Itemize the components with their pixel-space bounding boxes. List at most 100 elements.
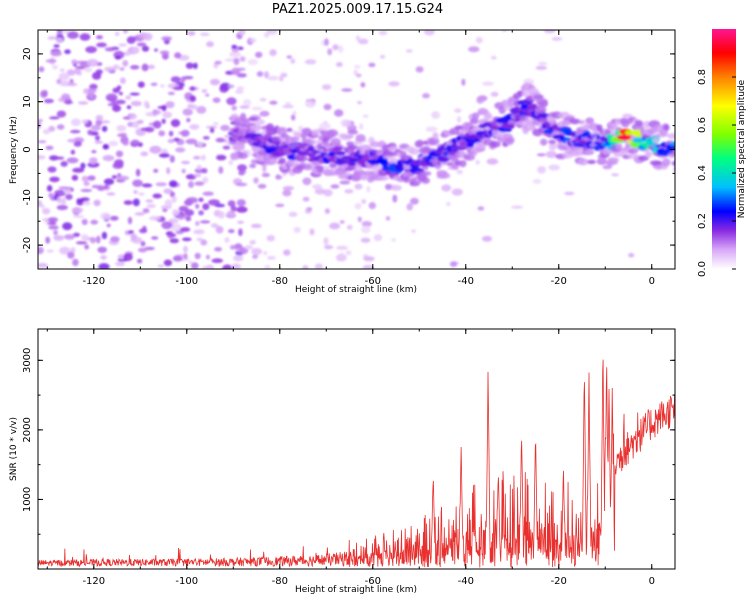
heatmap-cell <box>232 143 244 152</box>
heatmap-cell <box>220 124 230 131</box>
heatmap-cell <box>53 44 60 48</box>
heatmap-peak-cell <box>616 134 631 141</box>
heatmap-cell <box>380 54 386 59</box>
heatmap-cell <box>267 256 276 260</box>
heatmap-cell <box>74 68 81 75</box>
heatmap-cell <box>332 44 339 51</box>
heatmap-cell <box>149 145 162 154</box>
heatmap-cell <box>489 141 501 148</box>
heatmap-cell <box>314 263 323 269</box>
heatmap-cell <box>126 105 132 110</box>
heatmap-cell <box>236 199 246 207</box>
heatmap-cell <box>233 57 240 66</box>
heatmap-cell <box>459 160 467 168</box>
heatmap-cell <box>104 47 116 52</box>
y-tick-label: 0 <box>22 146 33 152</box>
heatmap-cell <box>282 189 292 197</box>
heatmap-cell <box>94 140 104 144</box>
heatmap-cell <box>463 154 476 161</box>
heatmap-cell <box>329 222 341 230</box>
heatmap-cell <box>461 78 466 86</box>
heatmap-cell <box>185 62 194 69</box>
heatmap-cell <box>195 221 200 226</box>
heatmap-cell <box>63 100 74 105</box>
heatmap-cell <box>251 106 263 111</box>
heatmap-cell <box>175 147 186 153</box>
heatmap-cell <box>53 235 65 240</box>
heatmap-cell <box>360 144 372 151</box>
heatmap-cell <box>155 182 167 187</box>
x-tick-label: -20 <box>551 576 567 587</box>
heatmap-cell <box>73 215 85 219</box>
heatmap-cell <box>406 203 414 211</box>
heatmap-cell <box>392 194 398 203</box>
heatmap-cell <box>548 142 557 151</box>
heatmap-cell <box>264 71 269 79</box>
heatmap-cell <box>432 132 439 140</box>
heatmap-cell <box>183 253 188 260</box>
heatmap-cell <box>456 116 462 123</box>
heatmap-cell <box>42 129 51 135</box>
chart-title: PAZ1.2025.009.17.15.G24 <box>271 2 444 17</box>
heatmap-cell <box>201 89 208 93</box>
heatmap-cell <box>38 263 49 268</box>
heatmap-cell <box>141 183 153 188</box>
heatmap-cell <box>237 152 248 159</box>
heatmap-cell <box>339 252 344 260</box>
heatmap-cell <box>119 77 126 84</box>
heatmap-cell <box>535 65 548 70</box>
heatmap-cell <box>649 160 662 166</box>
heatmap-cell <box>644 151 653 158</box>
heatmap-cell <box>361 199 367 204</box>
heatmap-cell <box>173 137 180 142</box>
heatmap-cell <box>311 129 319 137</box>
heatmap-cell <box>58 186 70 190</box>
y-tick-label: 10 <box>22 95 33 108</box>
heatmap-cell <box>43 98 54 104</box>
heatmap-cell <box>532 179 542 184</box>
heatmap-cell <box>667 133 675 139</box>
heatmap-cell <box>309 228 315 236</box>
heatmap-cell <box>338 45 344 53</box>
heatmap-cell <box>84 244 89 250</box>
heatmap-cell <box>237 164 247 172</box>
heatmap-cell <box>248 117 259 122</box>
heatmap-cell <box>661 158 671 167</box>
heatmap-cell <box>72 232 81 237</box>
heatmap-cell <box>120 132 128 139</box>
heatmap-cell <box>255 51 263 58</box>
heatmap-cell <box>357 216 362 223</box>
heatmap-cell <box>201 168 208 174</box>
y-tick-label: -10 <box>22 189 33 205</box>
heatmap-cell <box>305 209 312 214</box>
heatmap-cell <box>108 140 119 147</box>
heatmap-cell <box>424 30 435 36</box>
heatmap-cell <box>64 49 71 54</box>
heatmap-cell <box>439 172 451 179</box>
heatmap-cell <box>47 217 59 223</box>
heatmap-cell <box>200 239 208 246</box>
heatmap-cell <box>450 155 459 162</box>
heatmap-cell <box>161 221 173 230</box>
heatmap-cell <box>214 60 222 65</box>
heatmap-cell <box>388 81 400 87</box>
heatmap-cell <box>360 237 371 243</box>
heatmap-cell <box>66 69 76 76</box>
heatmap-cell <box>344 189 354 194</box>
heatmap-cell <box>336 245 349 250</box>
heatmap-cell <box>621 120 630 128</box>
heatmap-cell <box>56 124 65 130</box>
heatmap-cell <box>40 90 48 98</box>
heatmap-cell <box>45 145 54 150</box>
heatmap-cell <box>652 137 660 144</box>
heatmap-cell <box>96 42 107 48</box>
heatmap-cell <box>181 168 186 174</box>
heatmap-cell <box>102 155 115 162</box>
heatmap-cell <box>189 95 196 102</box>
heatmap-cell <box>249 240 256 245</box>
heatmap-cell <box>321 84 332 90</box>
snr-series-line <box>38 359 675 568</box>
heatmap-cell <box>58 72 70 81</box>
heatmap-cell <box>218 211 225 219</box>
